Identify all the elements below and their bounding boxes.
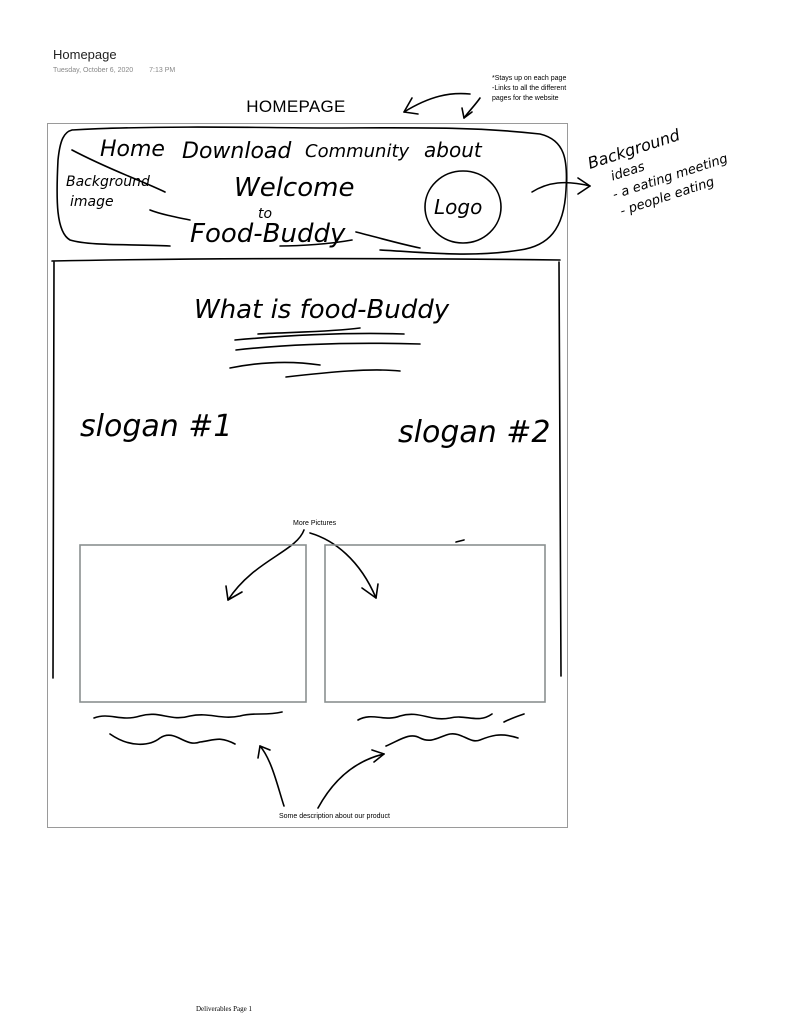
pictures-arrow-right: [309, 532, 377, 599]
food-buddy-text: Food-Buddy: [190, 219, 346, 249]
nav-item-community[interactable]: Community: [305, 141, 410, 162]
content-left-line: [52, 261, 55, 679]
description-arrow-left: [259, 745, 285, 807]
content-right-line: [558, 261, 562, 677]
slogan-1: slogan #1: [80, 409, 233, 444]
content-top-line: [51, 257, 561, 262]
slogan-2: slogan #2: [398, 415, 551, 450]
nav-item-home[interactable]: Home: [100, 137, 165, 162]
logo-circle: [424, 170, 502, 244]
logo-label: Logo: [434, 195, 482, 219]
header-note: *Stays up on each page -Links to all the…: [492, 74, 566, 104]
side-note-arrow: [531, 181, 591, 193]
header-note-line: -Links to all the different: [492, 85, 567, 92]
page-footer: Deliverables Page 1: [196, 1005, 252, 1013]
wireframe-border: [47, 123, 568, 828]
header-bubble: [56, 126, 568, 255]
welcome-text: Welcome: [234, 173, 354, 203]
page-title: Homepage: [53, 47, 117, 62]
more-pictures-label: More Pictures: [293, 520, 337, 527]
picture-frame-left: [79, 544, 307, 703]
background-image-label-2: image: [70, 194, 114, 210]
page-date: Tuesday, October 6, 2020: [53, 67, 134, 74]
description-label: Some description about our product: [279, 813, 390, 820]
header-note-line: pages for the website: [492, 95, 559, 102]
nav-item-about[interactable]: about: [424, 138, 483, 162]
description-arrow-right: [317, 753, 385, 809]
section-title: What is food-Buddy: [194, 295, 450, 325]
picture-frame-right: [324, 544, 546, 703]
background-image-label: Background: [66, 174, 150, 190]
welcome-to-text: to: [258, 206, 272, 222]
pictures-arrow-left: [227, 529, 305, 601]
header-note-line: *Stays up on each page: [492, 75, 567, 82]
sketch-heading: HOMEPAGE: [246, 97, 346, 116]
page-meta: Tuesday, October 6, 2020 7:13 PM: [53, 67, 189, 74]
header-arrow-left: [403, 92, 471, 113]
nav-item-download[interactable]: Download: [182, 139, 292, 164]
header-arrow-down: [463, 97, 481, 119]
page-time: 7:13 PM: [149, 67, 176, 74]
